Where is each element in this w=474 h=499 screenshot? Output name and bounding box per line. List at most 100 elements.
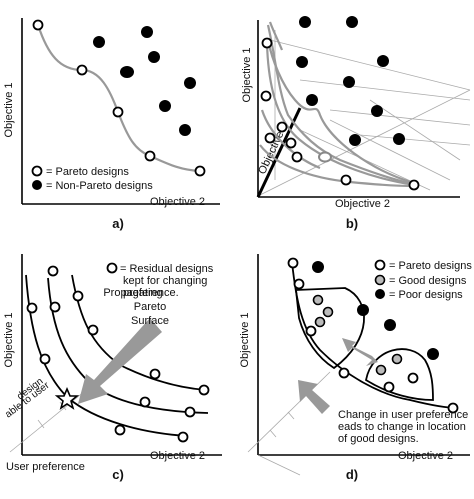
legend-good-text: = Good designs [389, 275, 467, 287]
note-line-3: of good designs. [338, 433, 419, 445]
panel-c-y-label: Objective 1 [3, 312, 15, 367]
residual-point [184, 406, 196, 418]
panel-b-surface-curve [266, 24, 414, 186]
arrow-text-line-2: Pareto [134, 301, 166, 313]
pareto-point [407, 372, 419, 384]
poor-point [427, 348, 439, 360]
panel-a-x-label: Objective 2 [150, 196, 205, 208]
residual-point [177, 431, 189, 443]
panel-b-surface-curve [266, 39, 415, 185]
pareto-point [76, 64, 88, 76]
panel-a-y-label: Objective 1 [3, 82, 15, 137]
legend-poor-text: = Poor designs [389, 289, 463, 301]
residual-point [114, 424, 126, 436]
non-pareto-point [141, 26, 153, 38]
note-line-1: Change in user preference [338, 409, 468, 421]
non-pareto-point [148, 51, 160, 63]
panel-d-label: d) [346, 467, 358, 482]
pareto-point [383, 381, 395, 393]
non-pareto-point [306, 94, 318, 106]
panel-d-pareto-front [291, 261, 459, 409]
legend-residual-line-1: = Residual designs [120, 263, 214, 275]
panel-b: Objective 1 Objective 2 Objective 3 b) [241, 16, 471, 231]
legend-residual-line-3: preference. [123, 287, 179, 299]
good-point [312, 294, 324, 306]
panel-a-pareto-front [36, 24, 201, 173]
note-line-2: eads to change in location [338, 421, 466, 433]
residual-point [139, 396, 151, 408]
panel-b-y-label: Objective 1 [241, 47, 253, 102]
panel-b-surface-curve [260, 109, 321, 170]
arrow-text-line-1: Propagating [103, 287, 162, 299]
legend-poor-marker [375, 289, 385, 299]
legend-pareto-text: = Pareto designs [46, 166, 129, 178]
non-pareto-point [296, 56, 308, 68]
non-pareto-point [93, 36, 105, 48]
panel-c: Objective 1 Objective 2 User preference … [3, 254, 222, 482]
legend-pareto-marker [31, 165, 43, 177]
good-region-old [295, 287, 365, 370]
good-point [322, 306, 334, 318]
residual-point [87, 324, 99, 336]
non-pareto-point [299, 16, 311, 28]
legend-pareto-text: = Pareto designs [389, 260, 472, 272]
panel-d-x-label: Objective 2 [398, 450, 453, 462]
poor-point [384, 319, 396, 331]
pareto-point [285, 137, 297, 149]
non-pareto-point [179, 124, 191, 136]
residual-point [149, 368, 161, 380]
non-pareto-point [346, 16, 358, 28]
pareto-point [291, 151, 303, 163]
hidden-pareto-point [318, 151, 332, 163]
preference-arrow-icon [298, 380, 330, 414]
residual-point [72, 290, 84, 302]
pareto-point [447, 402, 459, 414]
non-pareto-point [159, 100, 171, 112]
arrow-text-line-3: Surface [131, 315, 169, 327]
residual-point [26, 302, 38, 314]
good-point [314, 316, 326, 328]
pareto-point [340, 174, 352, 186]
residual-point [47, 265, 59, 277]
panel-c-x-label: Objective 2 [150, 450, 205, 462]
panel-d: Objective 1 Objective 2 = Pareto designs… [239, 254, 472, 482]
panel-d-y-label: Objective 1 [239, 312, 251, 367]
non-pareto-point [349, 134, 361, 146]
pareto-point [338, 367, 350, 379]
pareto-point [260, 90, 272, 102]
non-pareto-point [343, 76, 355, 88]
legend-residual-line-2: kept for changing [123, 275, 207, 287]
residual-point [39, 353, 51, 365]
pareto-point [194, 165, 206, 177]
legend-non-pareto-text: = Non-Pareto designs [46, 180, 153, 192]
non-pareto-point [377, 55, 389, 67]
good-point [391, 353, 403, 365]
panel-b-label: b) [346, 216, 358, 231]
pareto-point [261, 37, 273, 49]
non-pareto-point [371, 105, 383, 117]
propagation-arrow-icon [78, 318, 162, 404]
poor-point [312, 261, 324, 273]
panel-a-label: a) [112, 216, 124, 231]
pareto-point [287, 257, 299, 269]
residual-point [198, 384, 210, 396]
poor-point [357, 304, 369, 316]
panel-d-preference-axis-2 [257, 454, 301, 476]
pareto-point [144, 150, 156, 162]
good-region-new [365, 348, 434, 401]
legend-non-pareto-marker [32, 180, 42, 190]
good-point [375, 364, 387, 376]
non-pareto-point [393, 133, 405, 145]
panel-b-x-label: Objective 2 [335, 198, 390, 210]
pareto-point [32, 19, 44, 31]
preferred-design-star-icon [54, 386, 80, 410]
legend-good-marker [374, 274, 386, 286]
residual-point [49, 301, 61, 313]
pareto-point [293, 278, 305, 290]
pareto-point [112, 106, 124, 118]
panel-c-preference-label: User preference [6, 461, 85, 473]
pareto-point [264, 132, 276, 144]
non-pareto-point [120, 66, 134, 78]
shift-arrow-icon [342, 338, 378, 366]
